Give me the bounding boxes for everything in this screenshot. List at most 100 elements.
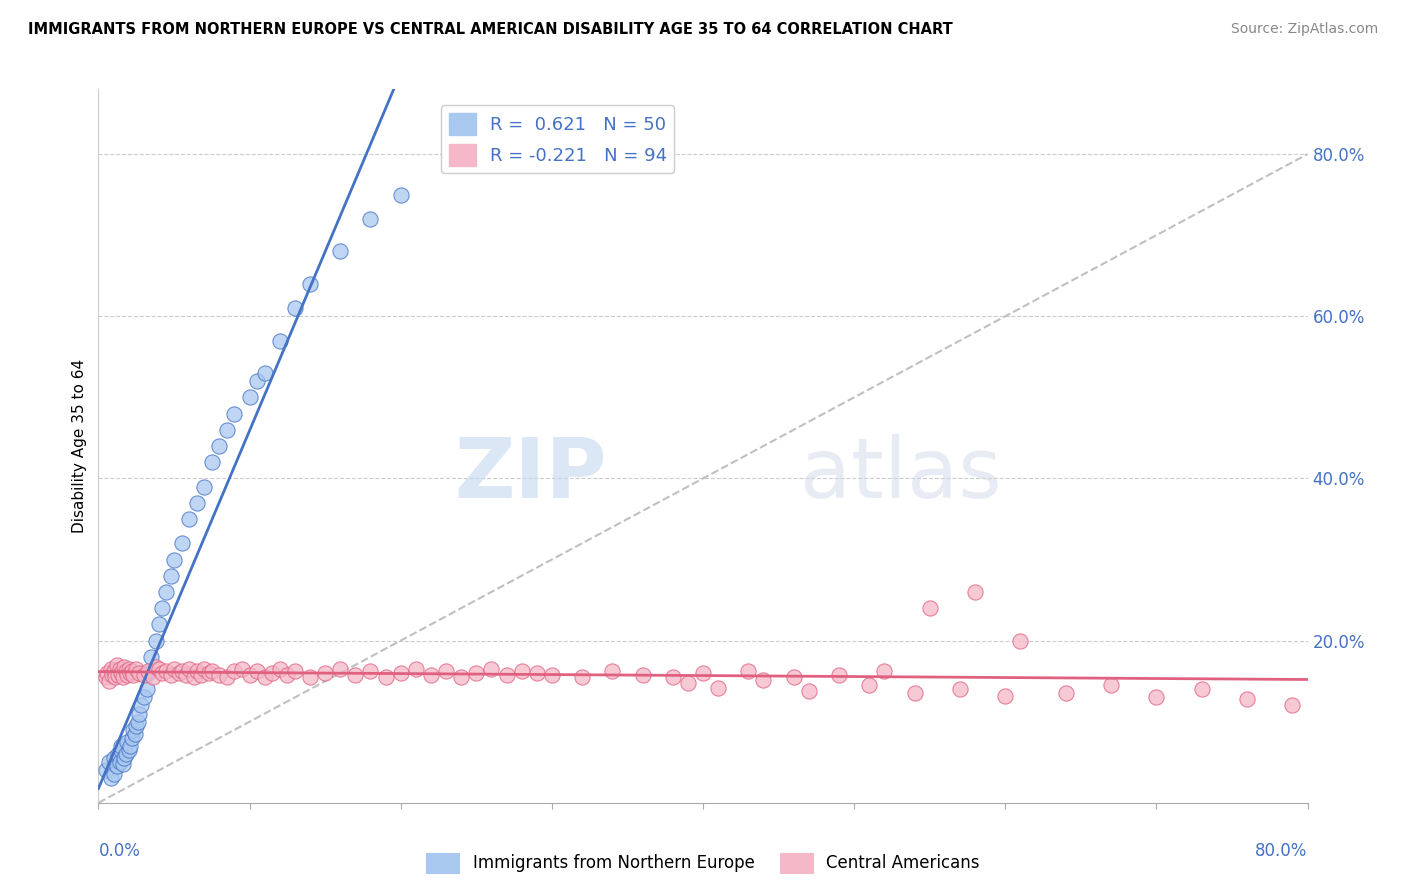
Point — [114, 665, 136, 679]
Point — [284, 665, 307, 679]
Point — [631, 667, 654, 681]
Point — [858, 678, 880, 692]
Text: IMMIGRANTS FROM NORTHERN EUROPE VS CENTRAL AMERICAN DISABILITY AGE 35 TO 64 CORR: IMMIGRANTS FROM NORTHERN EUROPE VS CENTR… — [28, 22, 953, 37]
Point — [145, 659, 167, 673]
Point — [1099, 678, 1122, 692]
Point — [299, 670, 322, 684]
Point — [124, 727, 146, 741]
Point — [783, 670, 806, 684]
Point — [100, 662, 122, 676]
Point — [737, 665, 759, 679]
Point — [108, 756, 131, 770]
Point — [707, 681, 730, 695]
Point — [190, 667, 212, 681]
Point — [110, 666, 132, 681]
Point — [389, 187, 412, 202]
Point — [344, 667, 367, 681]
Point — [132, 667, 155, 681]
Point — [132, 690, 155, 705]
Point — [118, 743, 141, 757]
Point — [101, 667, 124, 681]
Point — [495, 667, 517, 681]
Point — [661, 670, 683, 684]
Point — [276, 667, 298, 681]
Point — [128, 666, 150, 681]
Point — [215, 423, 238, 437]
Point — [125, 662, 148, 676]
Point — [155, 585, 177, 599]
Point — [224, 665, 246, 679]
Point — [186, 665, 208, 679]
Point — [481, 662, 503, 676]
Point — [246, 665, 269, 679]
Point — [752, 673, 775, 687]
Point — [115, 735, 138, 749]
Point — [208, 667, 231, 681]
Point — [1236, 692, 1258, 706]
Point — [269, 662, 291, 676]
Point — [112, 659, 135, 673]
Point — [360, 211, 382, 226]
Point — [179, 512, 201, 526]
Point — [103, 767, 125, 781]
Point — [262, 666, 284, 681]
Point — [374, 670, 396, 684]
Point — [1054, 686, 1077, 700]
Point — [197, 666, 219, 681]
Point — [167, 666, 190, 681]
Point — [111, 756, 134, 771]
Point — [193, 662, 215, 676]
Point — [389, 666, 412, 681]
Point — [208, 439, 231, 453]
Point — [120, 666, 142, 681]
Point — [127, 714, 149, 729]
Point — [224, 407, 246, 421]
Point — [1191, 682, 1213, 697]
Point — [201, 665, 224, 679]
Text: Source: ZipAtlas.com: Source: ZipAtlas.com — [1230, 22, 1378, 37]
Point — [105, 759, 128, 773]
Point — [253, 366, 276, 380]
Point — [94, 764, 117, 778]
Point — [170, 536, 193, 550]
Point — [1281, 698, 1303, 713]
Text: ZIP: ZIP — [454, 434, 606, 515]
Point — [602, 665, 624, 679]
Point — [122, 667, 145, 681]
Point — [965, 585, 987, 599]
Point — [142, 670, 165, 684]
Point — [692, 666, 714, 681]
Point — [111, 670, 134, 684]
Point — [98, 674, 121, 689]
Y-axis label: Disability Age 35 to 64: Disability Age 35 to 64 — [72, 359, 87, 533]
Point — [129, 698, 152, 713]
Point — [284, 301, 307, 315]
Point — [193, 479, 215, 493]
Point — [526, 666, 548, 681]
Text: 80.0%: 80.0% — [1256, 842, 1308, 860]
Point — [163, 662, 186, 676]
Point — [105, 657, 128, 672]
Point — [120, 739, 142, 753]
Point — [174, 667, 197, 681]
Point — [94, 670, 117, 684]
Point — [136, 665, 159, 679]
Point — [170, 665, 193, 679]
Point — [160, 667, 183, 681]
Point — [246, 374, 269, 388]
Point — [329, 244, 352, 259]
Point — [121, 731, 143, 745]
Point — [125, 719, 148, 733]
Point — [239, 390, 262, 404]
Point — [510, 665, 533, 679]
Point — [420, 667, 443, 681]
Point — [163, 552, 186, 566]
Point — [114, 747, 136, 761]
Point — [128, 706, 150, 721]
Point — [434, 665, 457, 679]
Point — [107, 667, 129, 681]
Point — [314, 666, 336, 681]
Point — [107, 747, 129, 761]
Point — [103, 751, 125, 765]
Point — [239, 667, 262, 681]
